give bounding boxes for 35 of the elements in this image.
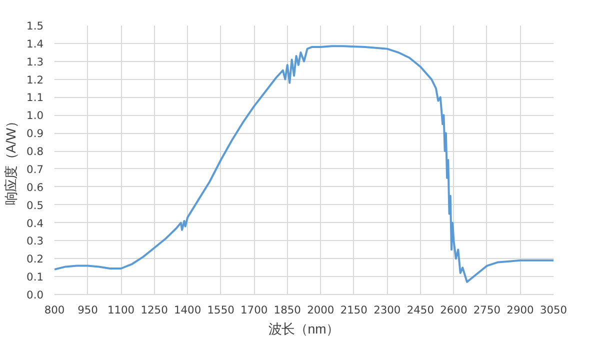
y-tick-label: 0.9 [26,127,44,140]
y-tick-label: 0.1 [26,270,44,284]
y-tick-label: 1.4 [26,37,44,50]
x-tick-label: 2450 [406,304,434,316]
line-series [54,45,554,283]
x-axis-title: 波长（nm） [268,322,340,336]
x-tick-label: 2300 [374,304,401,316]
x-tick-label: 1700 [240,304,268,316]
y-tick-label: 0.0 [26,288,44,302]
x-tick-label: 2000 [307,304,334,316]
x-tick-label: 1550 [207,304,235,316]
y-tick-label: 1.0 [26,109,44,122]
y-tick-label: 1.3 [26,55,44,68]
y-tick-label: 0.2 [26,252,44,266]
x-tick-label: 1250 [140,304,168,316]
y-tick-label: 0.8 [26,145,44,158]
y-tick-label: 1.5 [26,20,44,32]
x-tick-label: 2600 [440,304,468,316]
x-tick-label: 1400 [174,304,202,316]
x-tick-label: 2150 [340,304,368,316]
x-tick-label: 3050 [540,304,568,316]
x-tick-label: 1850 [274,304,302,316]
y-tick-label: 0.7 [26,162,44,176]
y-tick-label: 1.2 [26,73,44,86]
x-tick-label: 800 [44,304,65,316]
y-axis-title: 响应度（A/W） [4,114,19,206]
x-tick-label: 2900 [506,304,534,316]
y-tick-label: 0.4 [26,216,44,230]
y-tick-label: 0.5 [26,198,44,212]
y-tick-label: 0.3 [26,234,44,248]
x-tick-label: 1100 [107,304,135,316]
y-tick-label: 0.6 [26,180,44,194]
x-tick-label: 950 [78,304,98,316]
x-tick-label: 2750 [473,304,501,316]
y-tick-label: 1.1 [26,91,44,104]
